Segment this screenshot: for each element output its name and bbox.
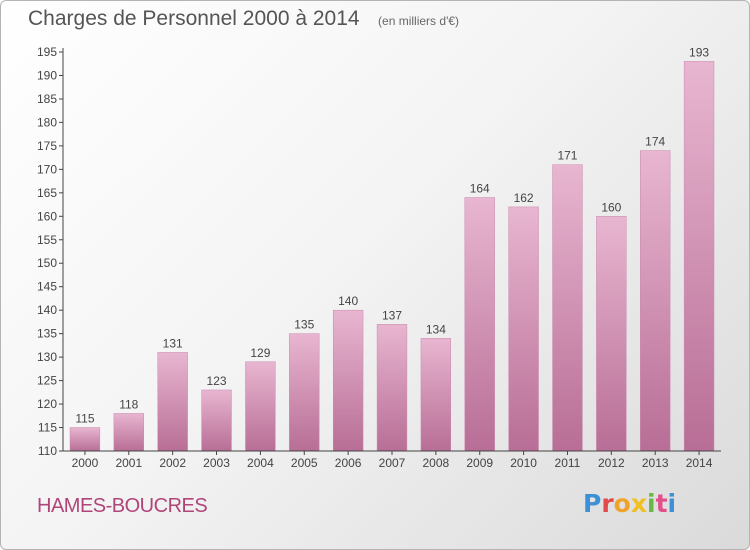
x-tick-label: 2008 [423, 456, 450, 470]
chart-title: Charges de Personnel 2000 à 2014 [28, 7, 360, 30]
chart-subtitle: (en milliers d'€) [378, 14, 460, 28]
y-tick-label: 150 [37, 256, 57, 270]
x-tick-label: 2001 [115, 456, 142, 470]
bar-value-label: 140 [338, 294, 358, 308]
x-tick-label: 2007 [379, 456, 406, 470]
x-tick-label: 2009 [466, 456, 493, 470]
bar-2013 [640, 150, 671, 452]
bars: 115 118 131 123 129 135 140 137 134 164 162 171 160 1… [69, 45, 715, 452]
bar-value-label: 135 [294, 318, 314, 332]
y-tick-label: 165 [37, 186, 57, 200]
x-tick-label: 2010 [510, 456, 537, 470]
logo-letter: i [667, 489, 677, 518]
x-axis: 2000 2001 2002 2003 2004 2005 2006 2007 2008 2009… [63, 450, 721, 470]
bar-2011 [552, 164, 583, 452]
bar-value-label: 131 [163, 336, 183, 350]
x-tick-label: 2000 [72, 456, 99, 470]
x-tick-label: 2004 [247, 456, 274, 470]
y-tick-label: 190 [37, 68, 57, 82]
y-tick-label: 120 [37, 397, 57, 411]
bar-2002 [157, 352, 188, 452]
bar-2001 [113, 413, 144, 452]
bar-2005 [289, 333, 320, 452]
bar-value-label: 137 [382, 308, 402, 322]
bar-value-label: 174 [645, 135, 665, 149]
bar-value-label: 123 [207, 374, 227, 388]
bar-2010 [508, 206, 539, 452]
y-tick-label: 130 [37, 350, 57, 364]
y-tick-label: 115 [38, 421, 57, 435]
chart-title-row: Charges de Personnel 2000 à 2014 (en mil… [28, 7, 459, 31]
bar-2004 [245, 361, 276, 452]
y-tick-label: 140 [37, 303, 57, 317]
x-tick-label: 2005 [291, 456, 318, 470]
bar-2014 [683, 61, 715, 452]
logo-letter: x [630, 489, 647, 518]
bar-2009 [464, 197, 495, 452]
y-tick-label: 175 [37, 139, 57, 153]
y-tick-label: 170 [37, 162, 57, 176]
x-tick-label: 2012 [598, 456, 625, 470]
logo-letter: P [583, 489, 602, 518]
y-tick-label: 160 [37, 209, 57, 223]
bar-value-label: 171 [557, 149, 577, 163]
logo-letter: i [647, 489, 656, 518]
y-tick-label: 135 [37, 327, 57, 341]
y-tick-label: 110 [38, 444, 57, 458]
y-tick-label: 195 [37, 45, 57, 59]
y-tick-label: 125 [37, 374, 57, 388]
y-tick-label: 185 [37, 92, 57, 106]
logo-letter: o [613, 489, 631, 518]
x-tick-label: 2011 [555, 456, 581, 470]
x-tick-label: 2003 [203, 456, 230, 470]
x-tick-label: 2006 [335, 456, 362, 470]
bar-value-label: 134 [426, 322, 446, 336]
y-tick-label: 180 [37, 115, 57, 129]
bar-value-label: 118 [119, 397, 138, 411]
bar-value-label: 129 [250, 346, 270, 360]
bar-2006 [332, 309, 364, 452]
logo-letter: r [601, 489, 614, 518]
bar-value-label: 164 [470, 182, 490, 196]
x-tick-label: 2002 [159, 456, 186, 470]
logo-letter: t [655, 489, 668, 518]
bar-2000 [69, 427, 101, 452]
x-tick-label: 2013 [642, 456, 669, 470]
bar-2012 [596, 216, 627, 452]
bar-2008 [420, 338, 452, 452]
proxiti-logo[interactable]: Proxiti [583, 489, 676, 518]
commune-name: HAMES-BOUCRES [37, 495, 208, 517]
bar-2003 [201, 389, 232, 452]
y-tick-label: 145 [37, 280, 57, 294]
y-axis: 110 115 120 125 130 135 140 145 150 155 160 165 170 1… [37, 45, 64, 458]
bar-value-label: 160 [601, 200, 621, 214]
bar-value-label: 193 [689, 45, 709, 59]
bar-value-label: 115 [75, 412, 94, 426]
bar-value-label: 162 [514, 191, 534, 205]
x-tick-label: 2014 [686, 456, 713, 470]
bar-2007 [376, 324, 408, 452]
y-tick-label: 155 [37, 233, 57, 247]
